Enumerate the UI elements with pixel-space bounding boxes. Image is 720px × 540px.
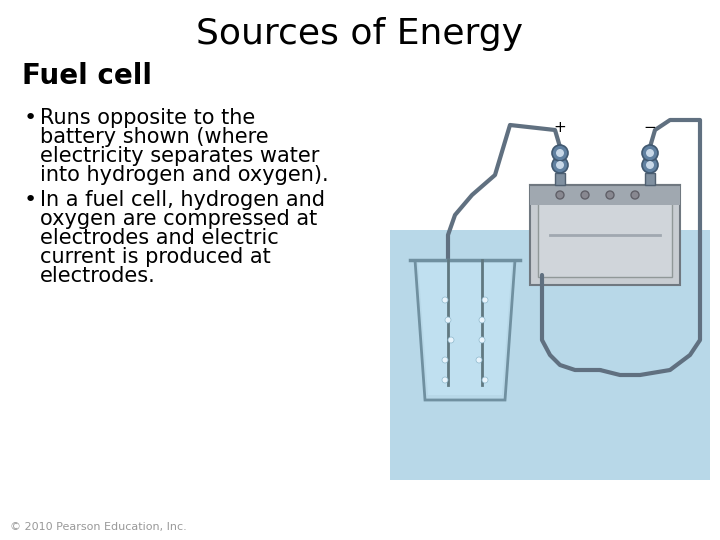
Circle shape — [552, 157, 568, 173]
Text: current is produced at: current is produced at — [40, 247, 271, 267]
Circle shape — [642, 145, 658, 161]
Circle shape — [642, 157, 658, 173]
Text: electrodes and electric: electrodes and electric — [40, 228, 279, 248]
Bar — [555, 173, 565, 185]
Text: •: • — [24, 108, 37, 128]
Text: Runs opposite to the: Runs opposite to the — [40, 108, 256, 128]
Text: oxygen are compressed at: oxygen are compressed at — [40, 209, 318, 229]
Text: +: + — [554, 120, 567, 135]
Text: •: • — [24, 190, 37, 210]
Circle shape — [479, 337, 485, 343]
Text: electricity separates water: electricity separates water — [40, 146, 320, 166]
Bar — [538, 193, 672, 277]
Circle shape — [646, 149, 654, 157]
Circle shape — [556, 161, 564, 169]
Circle shape — [448, 337, 454, 343]
Bar — [390, 230, 710, 480]
Text: battery shown (where: battery shown (where — [40, 127, 269, 147]
Text: −: − — [644, 120, 657, 135]
Circle shape — [556, 191, 564, 199]
Text: into hydrogen and oxygen).: into hydrogen and oxygen). — [40, 165, 328, 185]
Text: Fuel cell: Fuel cell — [22, 62, 152, 90]
Circle shape — [552, 145, 568, 161]
Text: electrodes.: electrodes. — [40, 266, 156, 286]
Polygon shape — [418, 263, 512, 395]
Circle shape — [631, 191, 639, 199]
Text: Sources of Energy: Sources of Energy — [197, 17, 523, 51]
Circle shape — [606, 191, 614, 199]
Circle shape — [445, 377, 451, 383]
Circle shape — [445, 317, 451, 323]
Bar — [530, 185, 680, 285]
Circle shape — [476, 317, 482, 323]
Bar — [530, 185, 680, 205]
Circle shape — [646, 161, 654, 169]
Text: © 2010 Pearson Education, Inc.: © 2010 Pearson Education, Inc. — [10, 522, 186, 532]
Circle shape — [581, 191, 589, 199]
Circle shape — [482, 357, 488, 363]
Text: In a fuel cell, hydrogen and: In a fuel cell, hydrogen and — [40, 190, 325, 210]
Circle shape — [556, 149, 564, 157]
Circle shape — [482, 297, 488, 303]
Circle shape — [479, 377, 485, 383]
Bar — [645, 173, 655, 185]
Circle shape — [448, 297, 454, 303]
Circle shape — [442, 357, 448, 363]
